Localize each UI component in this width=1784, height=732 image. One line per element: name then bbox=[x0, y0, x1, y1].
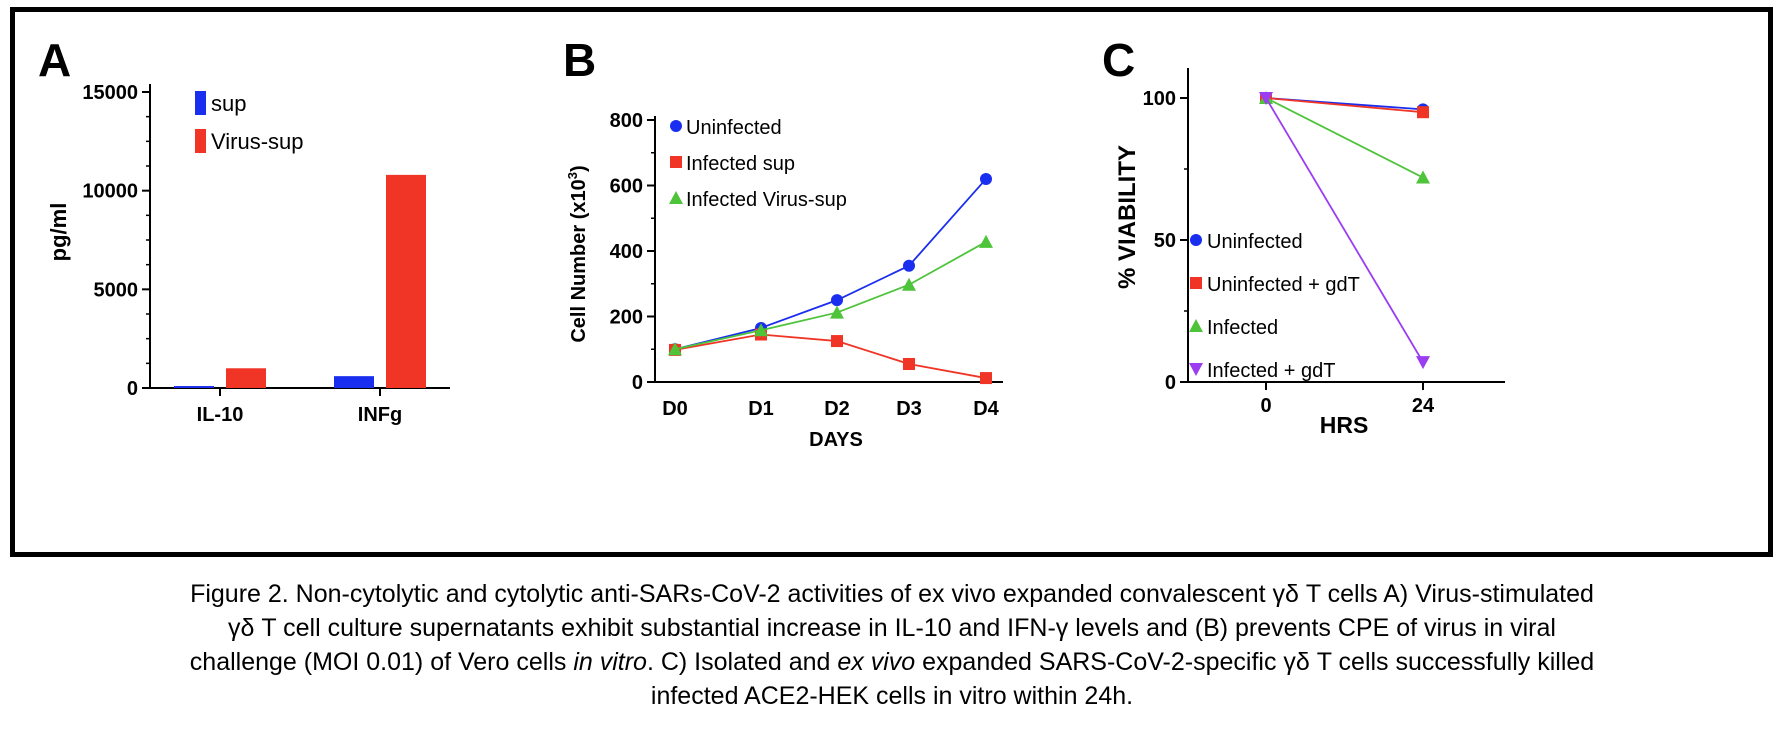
a-x-tick-label: INFg bbox=[358, 404, 402, 426]
caption-line-3-part: challenge (MOI 0.01) of Vero cells bbox=[189, 648, 574, 676]
b-data-point bbox=[980, 372, 992, 385]
c-series-line bbox=[1265, 97, 1424, 114]
b-x-tick-label: D1 bbox=[748, 398, 774, 420]
b-x-tick-label: D0 bbox=[662, 398, 688, 420]
b-data-point bbox=[903, 259, 915, 272]
b-y-axis-label: Cell Number (x103) bbox=[565, 165, 590, 342]
c-legend-label: Infected + gdT bbox=[1207, 360, 1335, 382]
c-y-tick-label: 0 bbox=[1165, 372, 1176, 394]
panel-c-chart: C 0 50 100 0 24 HRS % VIABILITY Uninfected Uninf… bbox=[1102, 34, 1505, 438]
b-legend-label: Infected sup bbox=[686, 153, 795, 175]
b-data-point bbox=[830, 305, 844, 319]
a-y-axis-label: pg/ml bbox=[46, 203, 71, 262]
a-y-tick-label: 10000 bbox=[82, 181, 138, 203]
c-y-axis-label: % VIABILITY bbox=[1114, 145, 1141, 289]
c-series-line bbox=[1265, 97, 1424, 363]
a-y-tick-label: 5000 bbox=[94, 279, 139, 301]
a-legend-swatch bbox=[195, 91, 206, 115]
c-x-axis-label: HRS bbox=[1320, 412, 1369, 438]
b-series-line bbox=[674, 241, 987, 351]
b-legend-marker bbox=[669, 191, 683, 204]
b-legend-label: Infected Virus-sup bbox=[686, 189, 847, 211]
b-data-point bbox=[754, 323, 768, 337]
a-y-tick-label: 0 bbox=[127, 378, 138, 400]
c-y-tick-label: 50 bbox=[1154, 230, 1176, 252]
panel-b-letter: B bbox=[563, 34, 596, 86]
caption-line-3-part: . C) Isolated and bbox=[646, 648, 838, 676]
b-data-point bbox=[668, 342, 682, 356]
a-bar bbox=[334, 376, 374, 388]
b-y-axis-label-part: Cell Number (x10 bbox=[568, 179, 590, 342]
b-y-tick-label: 400 bbox=[610, 241, 643, 263]
b-data-point bbox=[902, 277, 916, 291]
c-data-point bbox=[1259, 92, 1273, 105]
a-legend-swatch bbox=[195, 129, 206, 153]
b-y-tick-label: 200 bbox=[610, 307, 643, 329]
c-data-point bbox=[1417, 106, 1429, 119]
a-bar bbox=[174, 386, 214, 388]
b-data-point bbox=[979, 234, 993, 248]
b-y-axis-label-part: ) bbox=[568, 165, 590, 172]
b-data-point bbox=[831, 335, 843, 348]
b-x-axis-label: DAYS bbox=[809, 429, 863, 451]
c-x-tick-label: 0 bbox=[1260, 395, 1271, 417]
b-y-tick-label: 800 bbox=[610, 110, 643, 132]
b-y-tick-label: 0 bbox=[632, 372, 643, 394]
c-legend-label: Uninfected bbox=[1207, 231, 1303, 253]
caption-line-2: γδ T cell culture supernatants exhibit s… bbox=[228, 614, 1556, 642]
c-x-tick-label: 24 bbox=[1412, 395, 1435, 417]
a-bar bbox=[226, 368, 266, 388]
c-data-point bbox=[1416, 356, 1430, 370]
caption-line-1: Figure 2. Non-cytolytic and cytolytic an… bbox=[190, 580, 1594, 608]
a-legend-label: Virus-sup bbox=[211, 129, 304, 154]
b-legend-label: Uninfected bbox=[686, 117, 782, 139]
figure-caption: Figure 2. Non-cytolytic and cytolytic an… bbox=[0, 577, 1784, 713]
caption-italic-in-vitro: in vitro bbox=[573, 648, 647, 676]
panel-a-chart: A 0 5000 10000 15000 IL-10 INFg pg/ml sup Virus-… bbox=[38, 34, 450, 426]
c-legend-marker bbox=[1189, 319, 1203, 332]
c-legend-marker bbox=[1190, 277, 1202, 289]
caption-line-3: challenge (MOI 0.01) of Vero cells in vi… bbox=[0, 645, 1784, 679]
a-bar bbox=[386, 174, 426, 388]
a-y-tick-label: 15000 bbox=[82, 82, 138, 104]
figure-border bbox=[10, 7, 1773, 557]
c-series-line bbox=[1265, 97, 1424, 179]
c-legend-label: Uninfected + gdT bbox=[1207, 274, 1360, 296]
a-legend-label: sup bbox=[211, 91, 246, 116]
b-data-point bbox=[831, 294, 843, 307]
c-legend-marker bbox=[1189, 363, 1203, 376]
caption-italic-ex-vivo: ex vivo bbox=[837, 648, 916, 676]
c-legend-label: Infected bbox=[1207, 317, 1278, 339]
b-data-point bbox=[903, 357, 915, 370]
a-x-tick-label: IL-10 bbox=[197, 404, 244, 426]
b-x-tick-label: D2 bbox=[824, 398, 850, 420]
caption-line-4: infected ACE2-HEK cells in vitro within … bbox=[650, 682, 1134, 710]
panel-b-chart: B 0 200 400 600 800 D0 D1 D2 D3 D4 DAYS Cell Number… bbox=[563, 34, 1003, 451]
b-series-line bbox=[674, 333, 987, 379]
caption-line-3-part: expanded SARS-CoV-2-specific γδ T cells … bbox=[915, 648, 1595, 676]
b-legend-marker bbox=[670, 120, 682, 132]
panel-c-letter: C bbox=[1102, 34, 1135, 86]
b-x-tick-label: D4 bbox=[973, 398, 999, 420]
c-legend-marker bbox=[1190, 234, 1202, 246]
b-legend-marker bbox=[670, 156, 682, 168]
b-y-tick-label: 600 bbox=[610, 176, 643, 198]
c-data-point bbox=[1416, 170, 1430, 184]
panel-a-letter: A bbox=[38, 34, 71, 86]
c-y-tick-label: 100 bbox=[1143, 88, 1176, 110]
b-data-point bbox=[980, 172, 992, 185]
b-x-tick-label: D3 bbox=[896, 398, 922, 420]
b-y-axis-label-superscript: 3 bbox=[565, 172, 580, 179]
